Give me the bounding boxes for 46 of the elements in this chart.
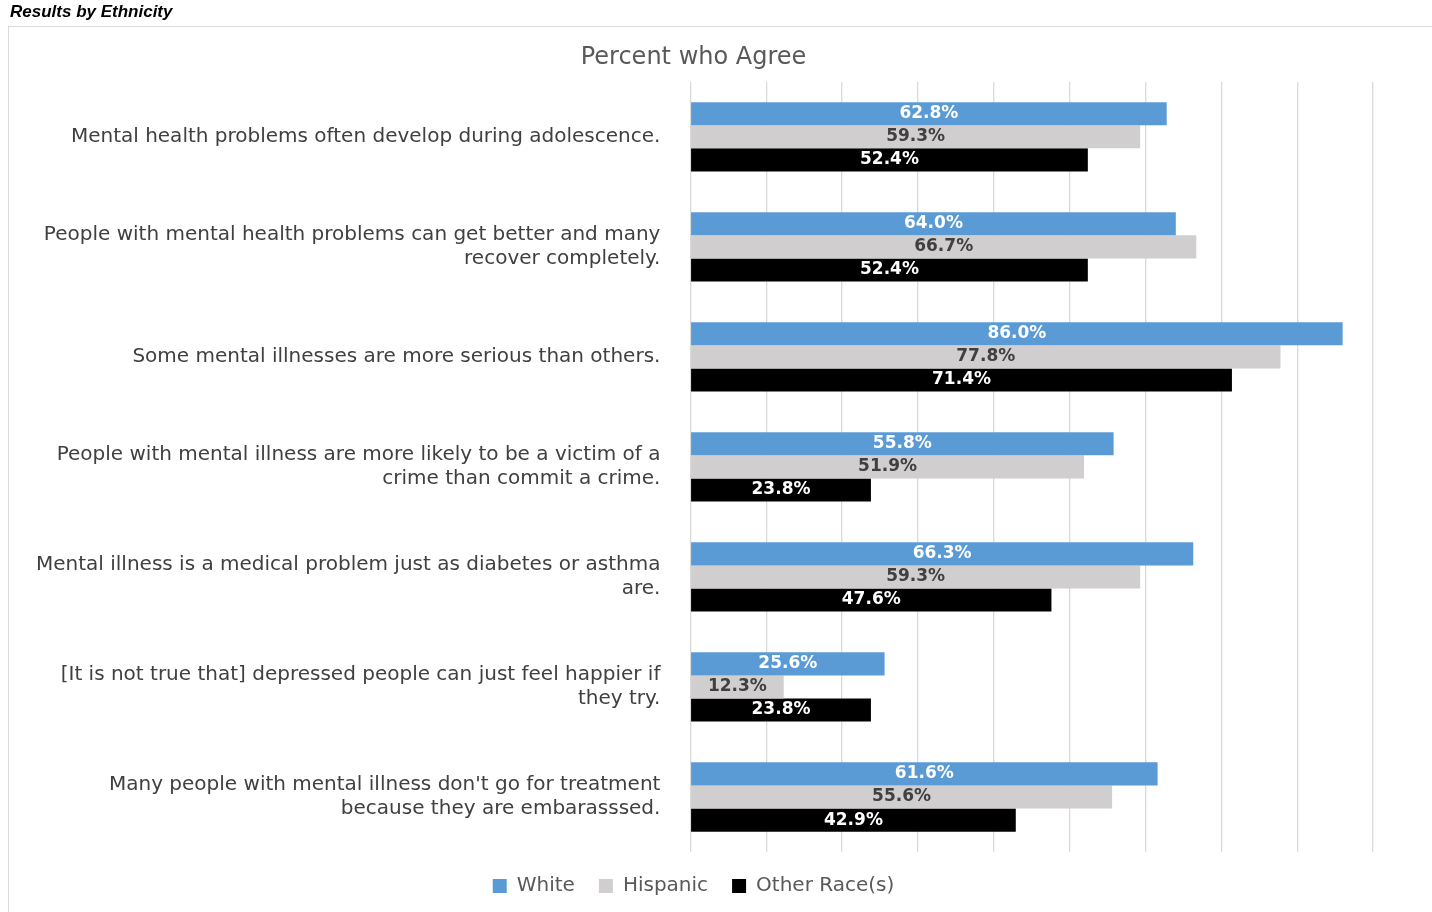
legend-label: Hispanic bbox=[622, 872, 709, 897]
y-tick-label: Mental health problems often develop during adolescence. bbox=[70, 123, 661, 148]
data-label: 59.3% bbox=[886, 565, 946, 586]
data-label: 23.8% bbox=[751, 698, 811, 719]
y-tick-label: [It is not true that] depressed people can just feel happier if they try. bbox=[60, 661, 662, 710]
bar bbox=[691, 212, 1176, 236]
data-label: 12.3% bbox=[707, 675, 767, 696]
bar bbox=[691, 368, 1232, 392]
bar bbox=[691, 588, 1052, 612]
data-label: 71.4% bbox=[932, 368, 991, 389]
data-label: 51.9% bbox=[858, 455, 918, 476]
data-label: 55.6% bbox=[872, 785, 932, 806]
bar bbox=[691, 102, 1167, 126]
bar bbox=[691, 808, 1016, 832]
data-label: 86.0% bbox=[987, 322, 1047, 343]
data-label: 52.4% bbox=[859, 258, 919, 279]
data-label: 42.9% bbox=[823, 808, 883, 829]
legend-label: White bbox=[516, 872, 575, 897]
data-label: 52.4% bbox=[859, 148, 919, 169]
bar bbox=[691, 652, 885, 676]
data-label: 55.8% bbox=[872, 432, 932, 453]
bar bbox=[691, 478, 871, 502]
data-label: 64.0% bbox=[903, 212, 963, 233]
bar bbox=[691, 432, 1114, 456]
data-label: 66.3% bbox=[912, 542, 972, 563]
y-tick-label: Many people with mental illness don't go for treatment because they are embarasssed. bbox=[108, 771, 661, 820]
data-label: 47.6% bbox=[841, 588, 901, 609]
legend-label: Other Race(s) bbox=[756, 872, 895, 897]
data-label: 59.3% bbox=[886, 125, 946, 146]
bar bbox=[691, 542, 1194, 566]
bar bbox=[691, 148, 1088, 172]
data-label: 77.8% bbox=[956, 345, 1016, 366]
y-tick-label: People with mental health problems can get better and many recover completely. bbox=[43, 221, 661, 270]
y-tick-label: Some mental illnesses are more serious than others. bbox=[132, 343, 661, 368]
chart-subtitle: Percent who Agree bbox=[580, 41, 807, 70]
data-label: 66.7% bbox=[914, 235, 974, 256]
text: Results by Ethnicity bbox=[10, 2, 173, 22]
bar bbox=[691, 258, 1088, 282]
bar bbox=[691, 762, 1158, 786]
y-tick-label: Mental illness is a medical problem just as diabetes or asthma are. bbox=[35, 551, 661, 600]
data-label: 25.6% bbox=[758, 652, 818, 673]
data-label: 61.6% bbox=[894, 762, 954, 783]
bar bbox=[691, 322, 1343, 346]
data-label: 62.8% bbox=[899, 102, 959, 123]
data-label: 23.8% bbox=[751, 478, 811, 499]
y-tick-label: People with mental illness are more likely to be a victim of a crime than commit a crime. bbox=[56, 441, 661, 490]
